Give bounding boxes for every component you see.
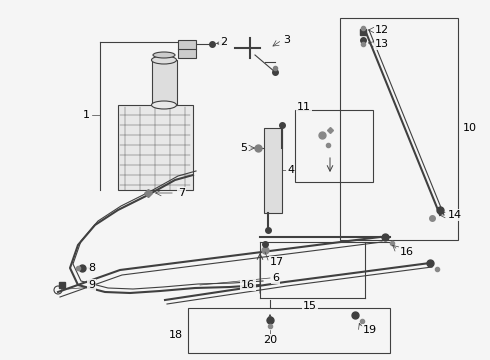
Text: 11: 11 bbox=[297, 102, 311, 112]
Text: 2: 2 bbox=[220, 37, 227, 47]
Text: 13: 13 bbox=[375, 39, 389, 49]
Bar bbox=[152, 60, 177, 105]
Bar bbox=[178, 40, 196, 58]
Text: 18: 18 bbox=[169, 330, 183, 340]
Text: 10: 10 bbox=[463, 123, 477, 133]
Text: 19: 19 bbox=[363, 325, 377, 335]
Text: 1: 1 bbox=[83, 110, 90, 120]
Ellipse shape bbox=[153, 52, 175, 58]
Text: 3: 3 bbox=[283, 35, 290, 45]
Bar bbox=[118, 105, 193, 190]
Text: 16: 16 bbox=[400, 247, 414, 257]
Text: 6: 6 bbox=[272, 273, 279, 283]
Text: 14: 14 bbox=[448, 210, 462, 220]
Text: 7: 7 bbox=[178, 188, 185, 198]
Ellipse shape bbox=[151, 101, 176, 109]
Bar bbox=[264, 128, 282, 213]
Text: 16: 16 bbox=[241, 280, 255, 290]
Bar bbox=[188, 308, 390, 353]
Text: 5: 5 bbox=[240, 143, 247, 153]
Text: 12: 12 bbox=[375, 25, 389, 35]
Text: 17: 17 bbox=[270, 257, 284, 267]
Text: 9: 9 bbox=[88, 280, 95, 290]
Text: 8: 8 bbox=[88, 263, 95, 273]
Bar bbox=[295, 110, 373, 182]
Ellipse shape bbox=[151, 56, 176, 64]
Text: 15: 15 bbox=[303, 301, 317, 311]
Bar bbox=[340, 18, 458, 240]
Text: 4: 4 bbox=[287, 165, 294, 175]
Text: 20: 20 bbox=[263, 335, 277, 345]
